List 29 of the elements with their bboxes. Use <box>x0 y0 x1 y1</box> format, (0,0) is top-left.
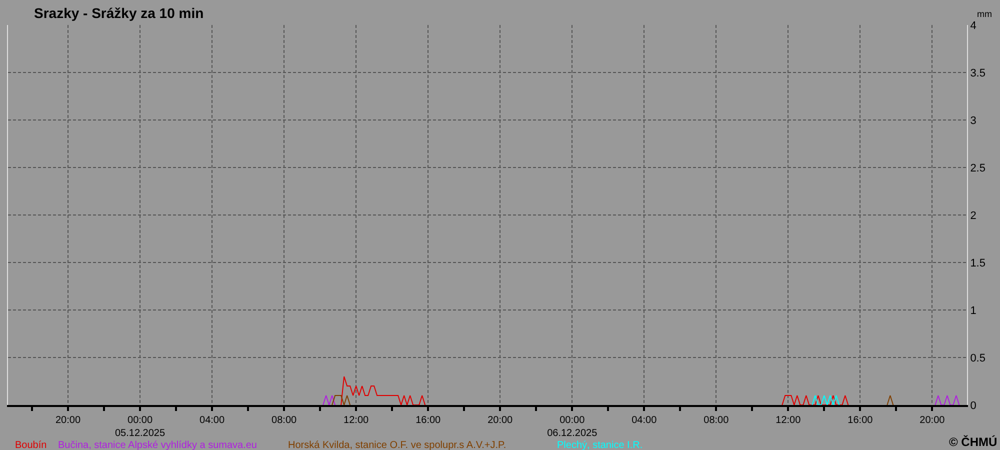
y-tick-label: 4 <box>970 20 976 32</box>
y-tick-label: 2.5 <box>970 162 986 174</box>
chart-title: Srazky - Srážky za 10 min <box>34 5 204 21</box>
x-tick-label: 04:00 <box>200 415 225 426</box>
y-tick-label: 3 <box>970 114 976 127</box>
text: Horská Kvilda, stanice O.F. ve spolupr.s A.V.+J.P. <box>288 440 506 450</box>
y-tick-label: 1 <box>970 304 976 317</box>
text: Boubín <box>15 440 47 450</box>
y-tick-label: 0.5 <box>970 352 986 364</box>
x-tick-label: 20:00 <box>488 415 514 426</box>
y-tick-label: 0 <box>970 400 976 412</box>
x-tick-label: 20:00 <box>920 415 946 426</box>
x-tick-label: 16:00 <box>848 415 874 426</box>
text: Plechý, stanice I.R. <box>557 440 643 450</box>
y-tick-label: 2 <box>970 210 976 222</box>
x-tick-label: 00:00 06.12.2025 <box>547 415 598 439</box>
x-tick-label: 16:00 <box>416 415 442 426</box>
x-tick-label: 12:00 <box>776 415 802 426</box>
x-tick-label: 08:00 <box>704 415 730 426</box>
y-tick-label: 1.5 <box>970 257 986 270</box>
x-tick-label: 04:00 <box>632 415 658 426</box>
y-axis-title: mm <box>977 9 992 19</box>
text: © ČHMÚ <box>949 435 998 449</box>
x-tick-label: 08:00 <box>272 415 298 426</box>
x-tick-label: 00:00 05.12.2025 <box>115 415 166 439</box>
text: Bučina, stanice Alpské vyhlídky a sumava.eu <box>58 440 257 450</box>
y-tick-label: 3.5 <box>970 67 986 80</box>
x-tick-label: 20:00 <box>55 415 81 426</box>
x-tick-label: 12:00 <box>344 415 370 426</box>
